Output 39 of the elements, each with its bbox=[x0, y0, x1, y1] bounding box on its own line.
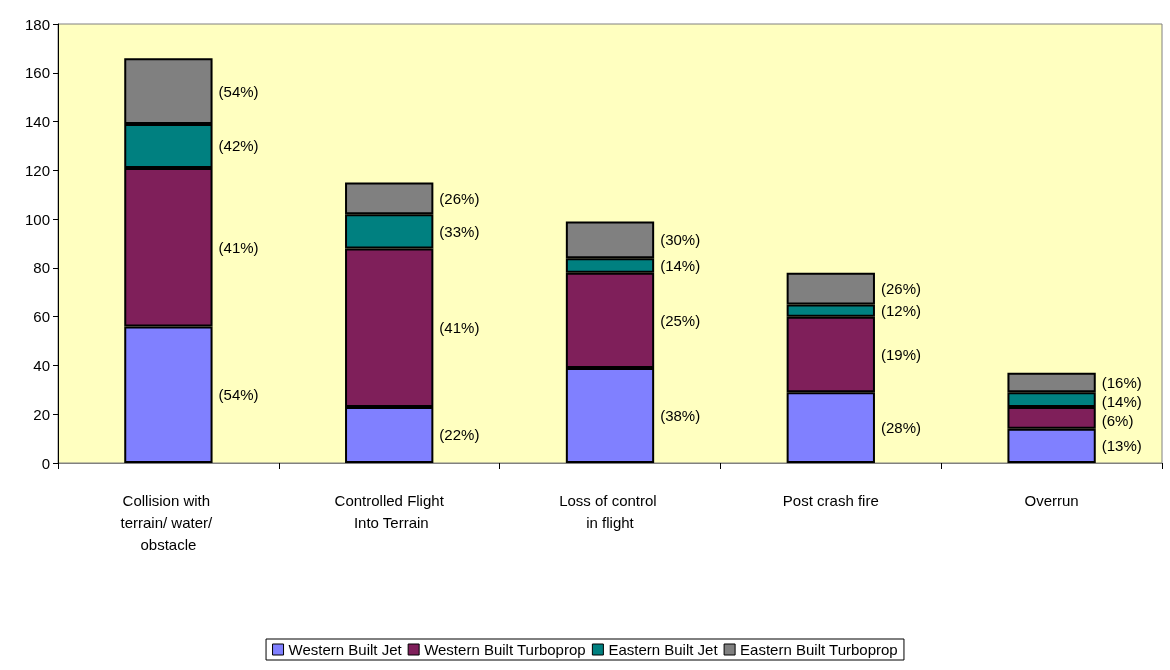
annotation: (30%) bbox=[660, 231, 701, 249]
annotation: (16%) bbox=[1101, 374, 1142, 392]
y-tick-label: 80 bbox=[33, 259, 50, 277]
y-tick-label: 40 bbox=[33, 356, 50, 374]
annotation: (28%) bbox=[880, 419, 921, 437]
legend-label: Eastern Built Jet bbox=[608, 641, 719, 658]
y-tick-label: 160 bbox=[24, 64, 50, 82]
legend-label: Western Built Turboprop bbox=[424, 641, 586, 658]
y-tick-label: 60 bbox=[33, 308, 50, 326]
annotation: (12%) bbox=[880, 302, 921, 320]
annotation: (14%) bbox=[660, 256, 701, 274]
y-tick-label: 120 bbox=[24, 161, 50, 179]
annotation: (19%) bbox=[880, 345, 921, 363]
x-tick-label: Post crash fire bbox=[782, 491, 879, 509]
y-tick-label: 140 bbox=[24, 113, 50, 131]
annotation: (33%) bbox=[439, 222, 480, 240]
annotation: (14%) bbox=[1101, 393, 1142, 411]
annotation: (41%) bbox=[439, 319, 480, 337]
annotation: (42%) bbox=[218, 137, 259, 155]
annotation: (26%) bbox=[439, 189, 480, 207]
annotation: (6%) bbox=[1101, 412, 1134, 430]
legend-label: Western Built Jet bbox=[288, 641, 403, 658]
annotation: (54%) bbox=[218, 386, 259, 404]
annotation: (41%) bbox=[218, 238, 259, 256]
y-tick-label: 0 bbox=[41, 454, 50, 472]
annotation: (38%) bbox=[660, 406, 701, 424]
y-tick-label: 20 bbox=[33, 405, 50, 423]
x-tick-label: Overrun bbox=[1024, 491, 1079, 509]
annotation: (25%) bbox=[660, 311, 701, 329]
x-tick-label: Loss of control in flight bbox=[559, 491, 661, 531]
x-tick-label: Collision with terrain/ water/ obstacle bbox=[120, 491, 217, 553]
annotation: (26%) bbox=[880, 280, 921, 298]
annotation: (54%) bbox=[218, 82, 259, 100]
y-tick-label: 100 bbox=[24, 210, 50, 228]
annotation: (22%) bbox=[439, 426, 480, 444]
annotation: (13%) bbox=[1101, 437, 1142, 455]
legend-label: Eastern Built Turboprop bbox=[740, 641, 898, 658]
y-tick-label: 180 bbox=[24, 15, 50, 33]
x-tick-label: Controlled Flight Into Terrain bbox=[334, 491, 445, 531]
